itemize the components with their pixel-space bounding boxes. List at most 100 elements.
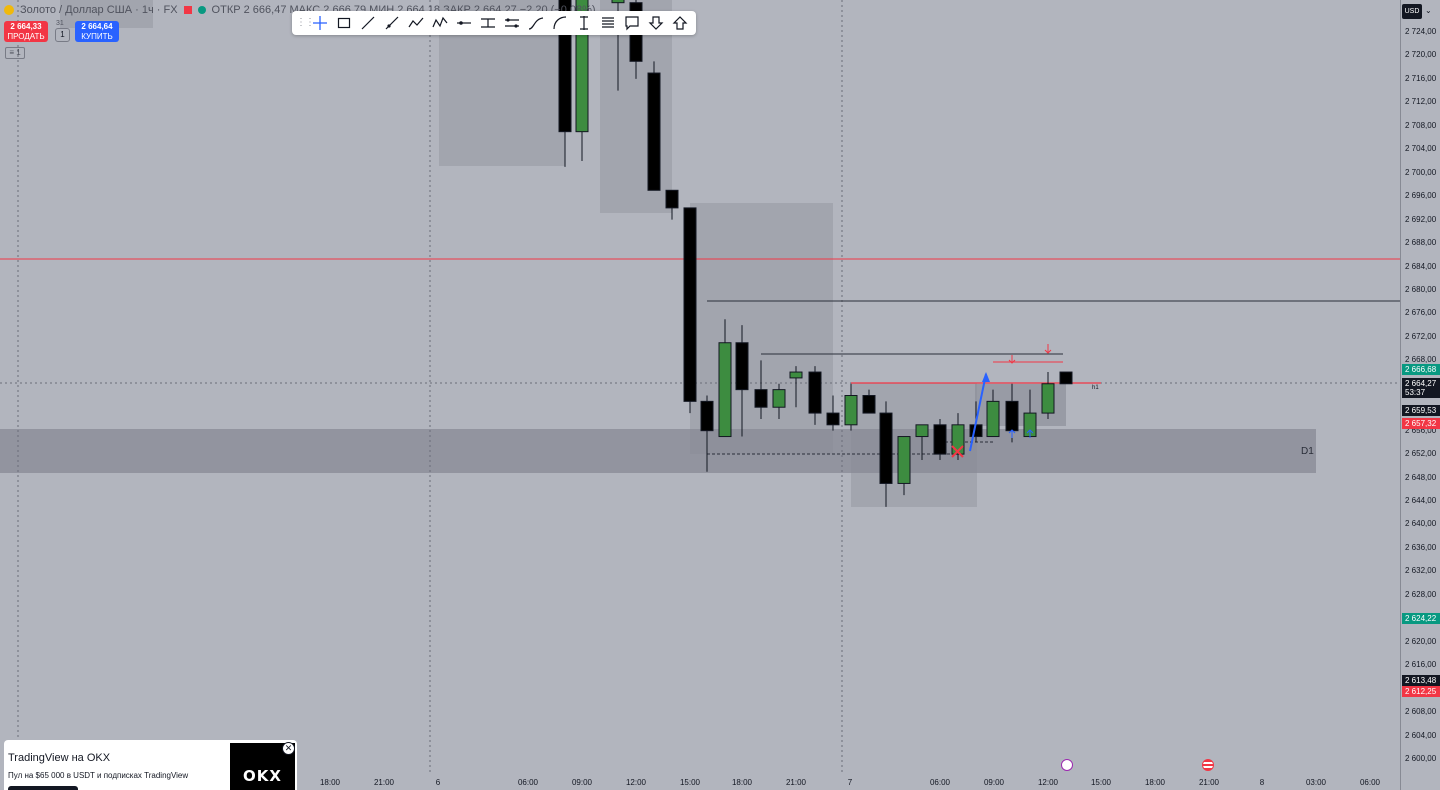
price-axis-label: 2 632,00 (1405, 566, 1437, 576)
arrow-up-tool-icon[interactable] (668, 12, 692, 34)
price-axis-label: 2 708,00 (1405, 120, 1437, 130)
candle-body (1059, 371, 1073, 385)
chart-canvas[interactable] (0, 0, 1400, 790)
blue-arrow (969, 373, 987, 452)
candle-body (754, 389, 768, 408)
currency-button[interactable]: USD (1402, 4, 1422, 19)
price-tag: 2 624,22 (1402, 613, 1440, 624)
time-axis-label: 12:00 (625, 778, 647, 787)
time-axis-label: 6 (435, 778, 441, 787)
drag-handle[interactable]: ⋮⋮ (296, 17, 315, 28)
buy-arrow-icon (1026, 429, 1034, 438)
price-axis-label: 2 704,00 (1405, 144, 1437, 154)
date-range-tool-icon[interactable] (500, 12, 524, 34)
trend-line-tool-icon[interactable] (356, 12, 380, 34)
price-axis-label: 2 700,00 (1405, 167, 1437, 177)
time-axis-label: 21:00 (1198, 778, 1220, 787)
time-axis-label: 12:00 (1037, 778, 1059, 787)
sell-arrow-icon (1044, 344, 1052, 354)
horizontal-line-tool-icon[interactable] (452, 12, 476, 34)
us-flag-icon[interactable] (1202, 759, 1214, 771)
price-axis-label: 2 720,00 (1405, 50, 1437, 60)
text-lines-tool-icon[interactable] (596, 12, 620, 34)
price-tag: 53:37 (1402, 387, 1440, 398)
rectangle-tool-icon[interactable] (332, 12, 356, 34)
sell-price: 2 664,33 (10, 22, 42, 31)
price-axis-label: 2 692,00 (1405, 214, 1437, 224)
price-axis-label: 2 644,00 (1405, 496, 1437, 506)
status-dot-icon (197, 6, 206, 14)
collapse-legend-button[interactable]: ≡ 1 (5, 47, 25, 59)
event-flag-icon[interactable] (1061, 759, 1073, 771)
price-axis-label: 2 656,00 (1405, 425, 1437, 435)
price-axis-label: 2 620,00 (1405, 636, 1437, 646)
candle-body (808, 371, 822, 414)
candle-body (986, 400, 1000, 438)
price-axis-label: 2 608,00 (1405, 707, 1437, 717)
candle-body (933, 424, 947, 455)
price-axis-label: 2 724,00 (1405, 27, 1437, 36)
sell-label: ПРОДАТЬ (7, 32, 45, 41)
price-tag: 2 657,32 (1402, 418, 1440, 429)
candle-body (826, 412, 840, 426)
candle-body (718, 342, 732, 438)
price-axis-label: 2 668,00 (1405, 355, 1437, 365)
price-axis-label: 2 684,00 (1405, 261, 1437, 271)
polyline-tool-icon[interactable] (428, 12, 452, 34)
time-axis-label: 8 (1259, 778, 1265, 787)
arrow-down-tool-icon[interactable] (644, 12, 668, 34)
curve-tool-icon[interactable] (524, 12, 548, 34)
arc-tool-icon[interactable] (548, 12, 572, 34)
sell-button[interactable]: 2 664,33 ПРОДАТЬ (4, 21, 48, 42)
candle-body (844, 395, 858, 426)
candle-body (1041, 383, 1055, 414)
price-axis-label: 2 680,00 (1405, 284, 1437, 294)
candle-body (683, 207, 697, 402)
ray-tool-icon[interactable] (380, 12, 404, 34)
candle-body (1005, 400, 1019, 432)
price-axis-label: 2 676,00 (1405, 308, 1437, 318)
price-axis-label: 2 672,00 (1405, 331, 1437, 341)
price-axis-label: 2 648,00 (1405, 472, 1437, 482)
time-axis-label: 09:00 (983, 778, 1005, 787)
candle-body (897, 436, 911, 484)
flag-icon (183, 6, 192, 14)
path-tool-icon[interactable] (404, 12, 428, 34)
time-axis-label: 09:00 (571, 778, 593, 787)
ad-cta-button[interactable] (8, 786, 78, 790)
time-axis-label: 06:00 (929, 778, 951, 787)
candle-body (611, 0, 625, 4)
d1-zone (0, 429, 1316, 473)
buy-arrow-icon (1008, 429, 1016, 438)
callout-tool-icon[interactable] (620, 12, 644, 34)
price-axis-label: 2 604,00 (1405, 730, 1437, 740)
vertical-line-tool-icon[interactable] (572, 12, 596, 34)
chevron-down-icon[interactable]: ⌄ (1425, 6, 1432, 15)
price-axis-label: 2 652,00 (1405, 449, 1437, 459)
price-tag: 2 613,48 (1402, 675, 1440, 686)
crosshair-tool-icon[interactable] (308, 12, 332, 34)
price-axis-label: 2 696,00 (1405, 191, 1437, 201)
price-axis-label: 2 600,00 (1405, 754, 1437, 763)
candle-body (735, 342, 749, 391)
time-axis-label: 18:00 (731, 778, 753, 787)
quantity-field[interactable]: 1 (55, 28, 70, 42)
time-axis-label: 18:00 (1144, 778, 1166, 787)
symbol-title[interactable]: Золото / Доллар США · 1ч · FX (20, 4, 178, 16)
blue-arrow-head (982, 372, 990, 382)
price-range-tool-icon[interactable] (476, 12, 500, 34)
price-tag: 2 659,53 (1402, 405, 1440, 416)
price-tag: 2 666,68 (1402, 364, 1440, 375)
buy-button[interactable]: 2 664,64 КУПИТЬ (75, 21, 119, 42)
price-axis-label: 2 716,00 (1405, 73, 1437, 83)
price-tag: 2 664,27 (1402, 378, 1440, 389)
time-axis-label: 03:00 (1305, 778, 1327, 787)
spread-value: 31 (56, 20, 64, 27)
candle-body (647, 72, 661, 191)
ad-banner[interactable]: TradingView на OKX Пул на $65 000 в USDT… (4, 740, 297, 790)
time-axis-label: 06:00 (1359, 778, 1381, 787)
close-icon[interactable]: ✕ (282, 742, 295, 755)
candle-body (915, 424, 929, 438)
time-axis-label: 15:00 (1090, 778, 1112, 787)
price-axis[interactable]: 2 724,00 2 720,00 2 716,00 2 712,00 2 708,00… (1400, 0, 1440, 790)
